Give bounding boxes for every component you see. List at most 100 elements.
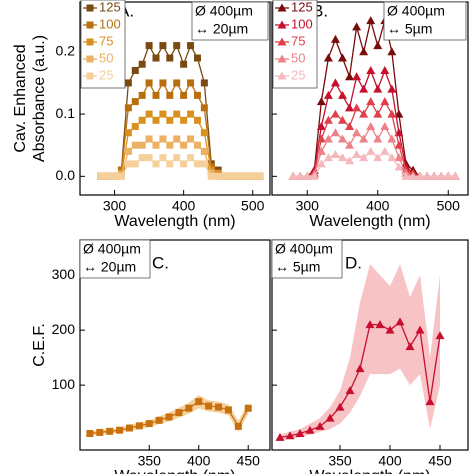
marker [124,147,132,155]
marker [373,153,383,162]
marker [338,53,348,62]
x-tick-label: 450 [237,453,261,469]
marker [106,427,114,435]
marker [330,34,340,43]
marker [323,53,333,62]
note: ↔ 5µm [387,21,432,37]
marker [355,364,365,373]
marker [135,422,143,430]
plot-area [97,42,264,180]
marker [166,160,174,168]
marker [166,91,174,99]
marker [352,103,362,112]
marker [235,172,243,180]
marker [214,172,222,180]
marker [345,386,355,395]
marker [373,84,383,93]
y-tick-label: 200 [52,321,76,337]
legend-label: 25 [99,67,113,82]
marker [387,84,397,93]
marker [193,91,201,99]
y-tick-label: 300 [52,266,76,282]
x-tick-label: 500 [241,198,265,214]
marker [131,123,139,131]
marker [187,42,195,50]
marker [285,431,295,440]
marker [193,116,201,124]
marker [352,22,362,31]
marker [145,42,153,50]
marker [228,172,236,180]
marker [166,54,174,62]
y-tick-label: 100 [52,376,76,392]
note-box [383,1,467,41]
legend-label: 50 [99,50,113,65]
marker [443,171,453,180]
marker [131,98,139,106]
marker [338,153,348,162]
marker [394,153,404,162]
x-axis-label: Wavelength (nm) [114,213,235,230]
marker [152,160,160,168]
marker [277,37,287,46]
marker [366,122,376,131]
marker [305,425,315,434]
marker [338,134,348,143]
legend-label: 100 [291,16,313,31]
marker [401,171,411,180]
plot-frame [271,1,469,196]
x-axis-label: Wavelength (nm) [309,213,430,230]
legend-label: 100 [99,16,121,31]
marker [138,60,146,68]
marker [429,171,439,180]
marker [224,406,232,414]
marker [415,325,425,334]
marker [277,71,287,80]
marker [316,122,326,131]
marker [152,91,160,99]
marker [131,160,139,168]
marker [422,171,432,180]
marker [316,159,326,168]
marker [309,171,319,180]
marker [366,16,376,25]
note-box [191,1,269,41]
marker [352,150,362,159]
marker [323,134,333,143]
marker [330,109,340,118]
marker [205,402,213,410]
marker [200,104,208,112]
marker [145,110,153,118]
marker [166,141,174,149]
y-axis-label: C.E.F. [31,323,48,367]
marker [373,134,383,143]
marker [187,110,195,118]
marker [124,160,132,168]
legend-label: 50 [291,50,305,65]
marker [173,154,181,162]
marker [131,66,139,74]
marker [138,91,146,99]
marker [193,54,201,62]
marker [295,429,305,438]
marker [187,154,195,162]
y-tick-label: 0.0 [56,167,76,183]
x-tick-label: 450 [428,453,452,469]
marker [86,72,94,80]
marker [249,172,257,180]
marker [359,84,369,93]
marker [145,154,153,162]
x-tick-label: 350 [138,453,162,469]
marker [166,116,174,124]
marker [180,91,188,99]
note: Ø 400µm [83,241,141,257]
marker [408,171,418,180]
marker [380,97,390,106]
marker [366,146,376,155]
plot-area [288,16,460,180]
marker [180,141,188,149]
marker [124,129,132,137]
marker [385,325,395,334]
marker [366,65,376,74]
